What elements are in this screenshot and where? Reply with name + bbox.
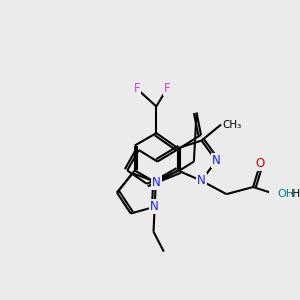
- Text: ·H: ·H: [290, 189, 300, 199]
- Text: N: N: [150, 200, 159, 213]
- Text: N: N: [152, 176, 161, 189]
- Text: CH₃: CH₃: [223, 119, 242, 130]
- Text: N: N: [197, 174, 206, 187]
- Text: N: N: [212, 154, 220, 167]
- Text: F: F: [134, 82, 140, 95]
- Text: N: N: [152, 176, 160, 188]
- Text: OH: OH: [277, 189, 294, 199]
- Text: O: O: [256, 158, 265, 170]
- Text: F: F: [164, 82, 170, 95]
